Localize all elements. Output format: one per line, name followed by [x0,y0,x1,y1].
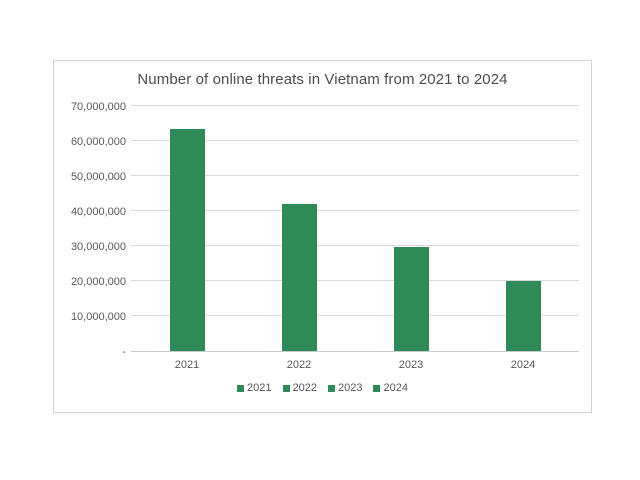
y-tick-label: - [122,346,126,358]
x-tick-label-2022: 2022 [286,359,312,371]
y-axis-labels: - 10,000,000 20,000,000 30,000,000 40,000,00… [56,101,126,358]
legend-item-2023: 2023 [328,383,362,394]
bar-slot-2021 [131,107,243,351]
y-tick-label: 10,000,000 [70,311,126,323]
legend-swatch-icon [237,385,245,392]
legend-label: 2021 [247,382,272,394]
y-tick-label: 60,000,000 [70,136,126,148]
legend-item-2024: 2024 [373,382,408,394]
legend-item-2022: 2022 [282,382,317,394]
x-axis-labels: 2021 2022 2023 2024 [131,359,579,371]
gridline [131,210,579,211]
legend-swatch-icon [373,385,381,392]
x-tick-label-2024: 2024 [510,359,536,371]
y-tick-label: 20,000,000 [70,276,126,288]
bars-group [131,107,579,351]
gridline [131,245,579,246]
bar-2021 [169,129,205,351]
plot-area [131,105,579,352]
gridline [131,280,579,281]
x-tick-label-2023: 2023 [398,359,424,371]
bar-2023 [393,247,429,351]
x-tick-label-2021: 2021 [174,359,200,371]
legend-swatch-icon [282,385,290,392]
chart-card: Number of online threats in Vietnam from… [53,60,592,413]
bar-2024 [505,281,541,351]
gridline [131,315,579,316]
legend-label: 2024 [383,382,408,394]
legend: 2021 2022 2023 2024 [54,383,591,394]
bar-2022 [281,204,317,351]
chart-title: Number of online threats in Vietnam from… [137,71,508,88]
bar-slot-2022 [243,107,355,351]
y-tick-label: 50,000,000 [70,171,126,183]
legend-swatch-icon [328,385,335,392]
legend-item-2021: 2021 [237,382,272,394]
y-tick-label: 70,000,000 [70,101,126,113]
legend-label: 2023 [338,382,363,394]
gridline [131,140,579,141]
bar-slot-2023 [355,107,467,351]
gridline [131,175,579,176]
bar-slot-2024 [467,107,579,351]
legend-label: 2022 [292,382,317,394]
y-tick-label: 40,000,000 [70,206,126,218]
gridline [131,105,579,106]
y-tick-label: 30,000,000 [70,241,126,253]
